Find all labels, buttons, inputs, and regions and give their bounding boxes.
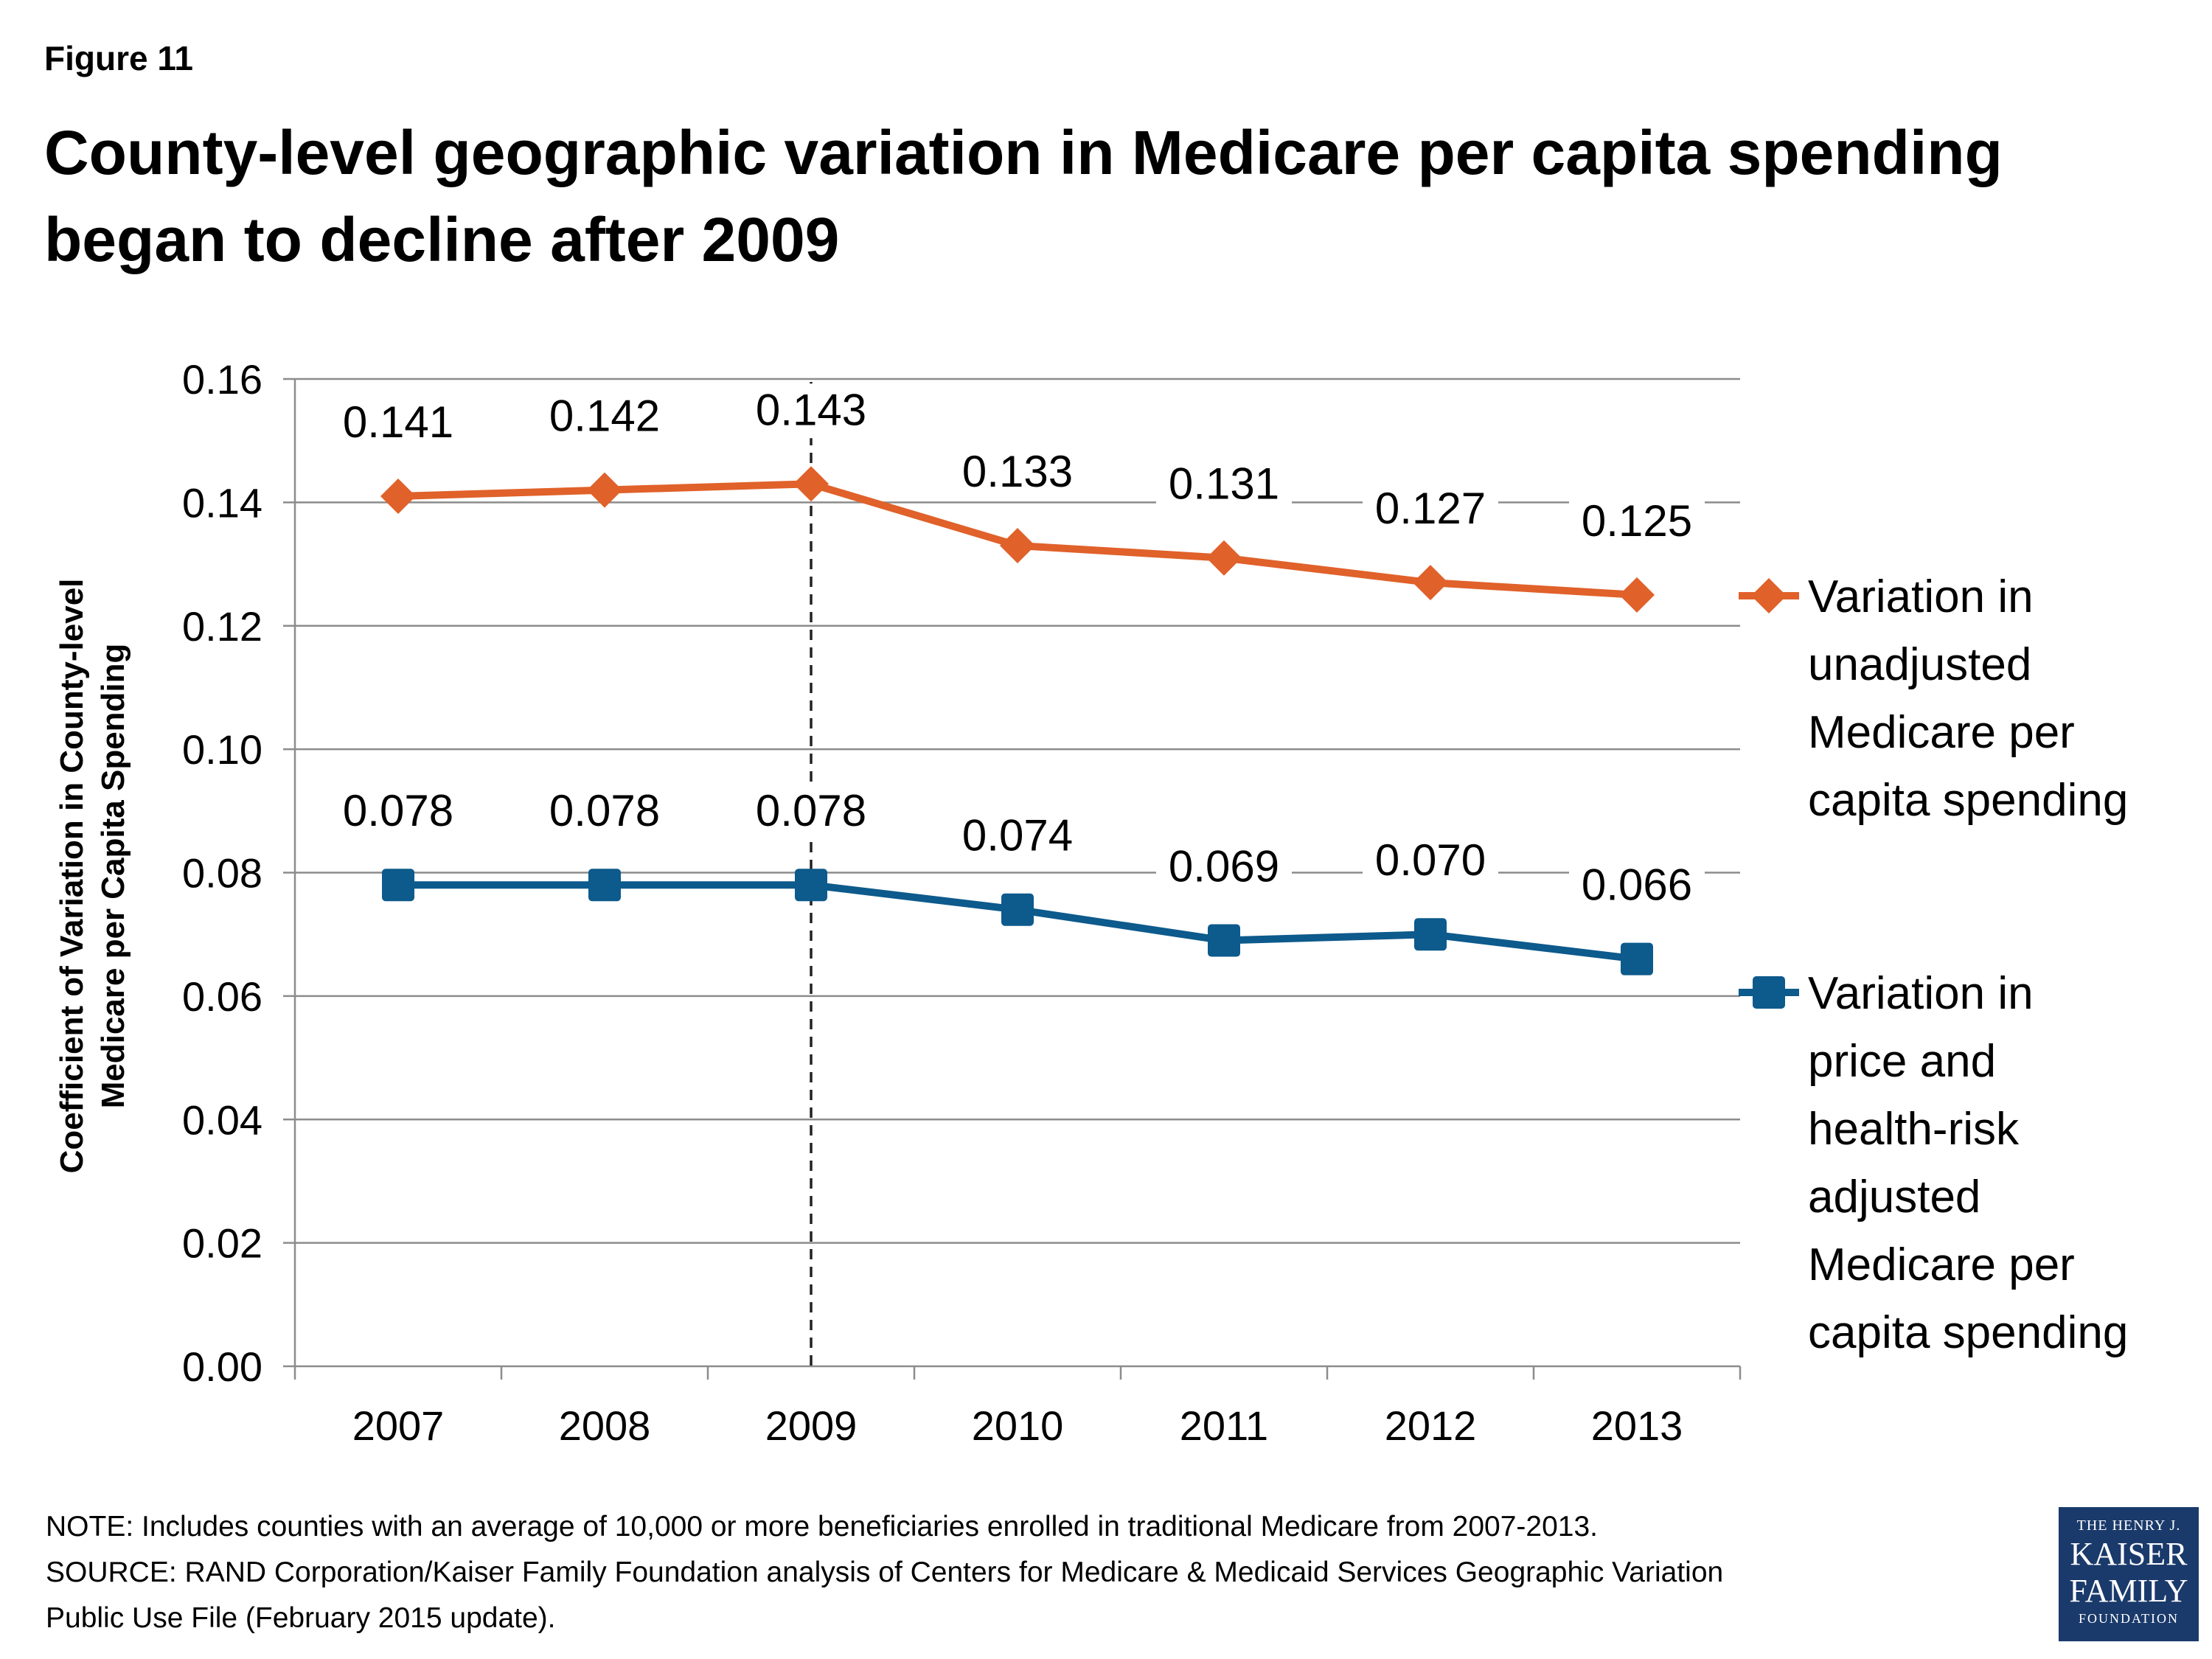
logo-line-3: FAMILY: [2069, 1573, 2188, 1609]
data-label-bg: [1363, 482, 1498, 538]
data-point: [588, 869, 621, 902]
data-label-bg: [537, 389, 672, 445]
data-label: 0.078: [756, 786, 866, 835]
data-point: [1621, 942, 1653, 975]
data-label: 0.141: [343, 397, 453, 447]
data-label: 0.143: [756, 385, 866, 434]
x-tick-label: 2010: [972, 1402, 1064, 1449]
data-point: [795, 869, 827, 902]
data-point: [382, 869, 414, 902]
legend-marker: [1753, 976, 1785, 1009]
legend-entry-adjusted: Variation in price and health-risk adjusted…: [1739, 968, 2128, 1358]
y-tick-label: 0.14: [182, 479, 262, 526]
data-point: [1206, 540, 1242, 576]
data-point: [380, 479, 416, 515]
y-axis-title: Coefficient of Variation in County-level…: [54, 579, 131, 1174]
data-point: [1000, 527, 1035, 563]
data-label-bg: [1569, 858, 1705, 914]
y-tick-label: 0.02: [182, 1220, 262, 1267]
legend-marker: [1751, 578, 1787, 613]
footer: NOTE: Includes counties with an average …: [46, 1504, 2000, 1641]
chart-title: County-level geographic variation in Med…: [44, 118, 2003, 274]
data-label-bg: [330, 396, 466, 451]
data-label-bg: [330, 785, 466, 840]
data-label: 0.069: [1169, 842, 1279, 891]
data-label: 0.078: [549, 786, 660, 835]
data-label: 0.131: [1169, 459, 1279, 509]
x-tick-label: 2011: [1180, 1402, 1268, 1449]
x-tick-label: 2007: [352, 1402, 445, 1449]
kff-logo: THE HENRY J. KAISER FAMILY FOUNDATION: [2059, 1507, 2199, 1641]
data-label: 0.074: [962, 811, 1073, 860]
data-label-bg: [1156, 457, 1292, 512]
data-label: 0.142: [549, 392, 660, 441]
data-label-bg: [537, 785, 672, 840]
series-adjusted: 0.078 0.078 0.078 0.074 0.069 0.070 0.066: [330, 785, 1705, 975]
y-tick-label: 0.16: [182, 356, 262, 403]
source-text-line-1: SOURCE: RAND Corporation/Kaiser Family F…: [46, 1557, 1724, 1588]
data-label: 0.078: [343, 786, 453, 835]
data-label-bg: [950, 809, 1085, 864]
y-tick-label: 0.10: [182, 726, 262, 773]
y-tick-label: 0.06: [182, 973, 262, 1020]
logo-line-4: FOUNDATION: [2079, 1611, 2179, 1626]
x-tick-label: 2013: [1591, 1402, 1683, 1449]
logo-line-1: THE HENRY J.: [2076, 1517, 2181, 1534]
data-label: 0.066: [1582, 860, 1692, 910]
data-point: [1414, 918, 1447, 951]
y-tick-label: 0.00: [182, 1343, 262, 1390]
source-text-line-2: Public Use File (February 2015 update).: [46, 1602, 556, 1634]
data-point: [587, 472, 622, 508]
figure-label: Figure 11: [44, 39, 193, 77]
data-label: 0.125: [1582, 496, 1692, 546]
series-unadjusted: 0.141 0.142 0.143 0.133 0.131 0.127 0.125: [330, 383, 1705, 613]
y-tick-label: 0.08: [182, 850, 262, 897]
y-tick-label: 0.04: [182, 1096, 262, 1143]
note-text: NOTE: Includes counties with an average …: [46, 1511, 1598, 1543]
legend-label: Variation in unadjusted Medicare per capita…: [1808, 571, 2128, 826]
data-label-bg: [743, 785, 879, 840]
x-tick-label: 2008: [559, 1402, 651, 1449]
x-tick-label: 2012: [1385, 1402, 1477, 1449]
data-point: [1619, 577, 1655, 613]
data-point: [793, 466, 829, 502]
line-chart: 0.00 0.02 0.04 0.06 0.08 0.10 0.12 0.14 0.16 2007…: [54, 356, 2128, 1449]
data-label-bg: [1363, 834, 1498, 889]
data-point: [1208, 924, 1240, 957]
legend-label: Variation in price and health-risk adjusted…: [1808, 968, 2128, 1358]
data-label-bg: [950, 445, 1085, 500]
data-label-bg: [743, 383, 879, 439]
data-label-bg: [1569, 494, 1705, 549]
data-label: 0.127: [1375, 484, 1486, 533]
x-tick-label: 2009: [765, 1402, 858, 1449]
data-label: 0.070: [1375, 835, 1486, 885]
data-point: [1413, 565, 1448, 601]
data-label-bg: [1156, 840, 1292, 895]
data-label: 0.133: [962, 447, 1073, 496]
data-point: [1001, 893, 1034, 926]
logo-line-2: KAISER: [2070, 1536, 2188, 1572]
legend-entry-unadjusted: Variation in unadjusted Medicare per capita…: [1739, 571, 2128, 826]
y-tick-label: 0.12: [182, 603, 262, 650]
